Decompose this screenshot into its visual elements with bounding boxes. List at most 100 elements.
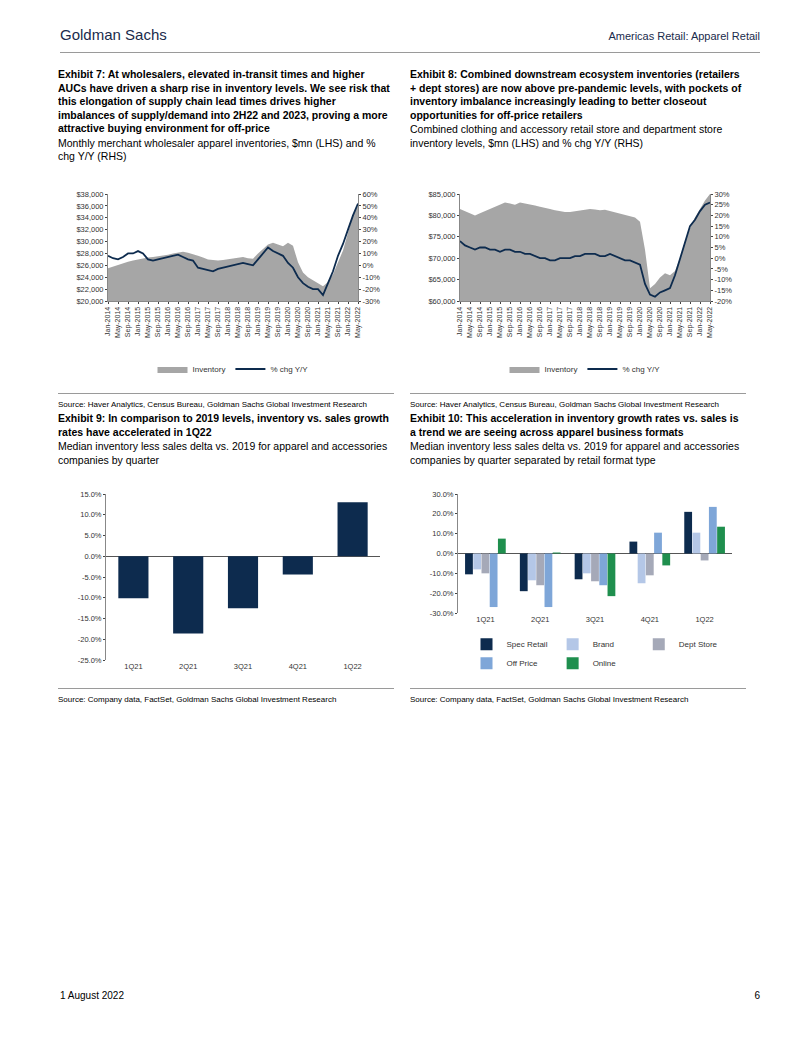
svg-text:% chg Y/Y: % chg Y/Y <box>270 365 308 374</box>
svg-text:May-2016: May-2016 <box>174 307 182 338</box>
svg-text:-5%: -5% <box>715 265 729 274</box>
svg-text:May-2020: May-2020 <box>646 307 654 338</box>
svg-text:3Q21: 3Q21 <box>234 662 252 671</box>
svg-text:3Q21: 3Q21 <box>586 615 604 624</box>
svg-text:Jan-2022: Jan-2022 <box>344 307 351 336</box>
svg-text:Sep-2016: Sep-2016 <box>536 307 544 337</box>
svg-text:May-2022: May-2022 <box>354 307 362 338</box>
svg-text:Online: Online <box>593 659 617 668</box>
svg-text:0.0%: 0.0% <box>84 552 101 561</box>
svg-text:-15%: -15% <box>715 286 733 295</box>
svg-text:-5.0%: -5.0% <box>82 573 102 582</box>
svg-text:-10%: -10% <box>715 275 733 284</box>
svg-text:50%: 50% <box>363 202 378 211</box>
svg-text:May-2017: May-2017 <box>204 307 212 338</box>
svg-text:May-2014: May-2014 <box>114 307 122 338</box>
svg-text:Sep-2021: Sep-2021 <box>686 307 694 337</box>
svg-text:20%: 20% <box>363 237 378 246</box>
svg-text:Dept Store: Dept Store <box>679 640 718 649</box>
svg-text:Sep-2019: Sep-2019 <box>626 307 634 337</box>
svg-text:Sep-2014: Sep-2014 <box>124 307 132 337</box>
svg-text:$80,000: $80,000 <box>428 211 455 220</box>
svg-text:Inventory: Inventory <box>545 365 578 374</box>
svg-text:15.0%: 15.0% <box>80 490 102 499</box>
svg-text:4Q21: 4Q21 <box>641 615 659 624</box>
svg-text:Brand: Brand <box>593 640 614 649</box>
svg-text:$30,000: $30,000 <box>76 237 103 246</box>
svg-text:-15.0%: -15.0% <box>78 614 102 623</box>
svg-text:Off Price: Off Price <box>507 659 539 668</box>
svg-text:Jan-2020: Jan-2020 <box>284 307 291 336</box>
svg-text:5%: 5% <box>715 243 726 252</box>
svg-text:$38,000: $38,000 <box>76 190 103 199</box>
svg-text:$34,000: $34,000 <box>76 213 103 222</box>
svg-text:Sep-2016: Sep-2016 <box>184 307 192 337</box>
svg-text:-20.0%: -20.0% <box>430 589 454 598</box>
svg-text:4Q21: 4Q21 <box>289 662 307 671</box>
svg-text:-20%: -20% <box>715 297 733 306</box>
svg-text:May-2015: May-2015 <box>496 307 504 338</box>
svg-text:$26,000: $26,000 <box>76 261 103 270</box>
svg-text:May-2020: May-2020 <box>294 307 302 338</box>
svg-text:Sep-2020: Sep-2020 <box>656 307 664 337</box>
svg-text:1Q22: 1Q22 <box>695 615 713 624</box>
svg-text:5.0%: 5.0% <box>84 531 101 540</box>
svg-text:Jan-2022: Jan-2022 <box>696 307 703 336</box>
svg-text:1Q22: 1Q22 <box>343 662 361 671</box>
svg-text:0.0%: 0.0% <box>436 549 453 558</box>
svg-text:Jan-2019: Jan-2019 <box>254 307 261 336</box>
svg-text:Jan-2019: Jan-2019 <box>606 307 613 336</box>
svg-text:Sep-2014: Sep-2014 <box>476 307 484 337</box>
svg-text:10.0%: 10.0% <box>80 510 102 519</box>
svg-text:Sep-2018: Sep-2018 <box>596 307 604 337</box>
svg-text:0%: 0% <box>363 261 374 270</box>
svg-text:$70,000: $70,000 <box>428 254 455 263</box>
svg-text:-30.0%: -30.0% <box>430 609 454 618</box>
svg-text:Sep-2017: Sep-2017 <box>214 307 222 337</box>
svg-text:1Q21: 1Q21 <box>476 615 494 624</box>
svg-text:Jan-2015: Jan-2015 <box>486 307 493 336</box>
svg-text:$75,000: $75,000 <box>428 232 455 241</box>
svg-text:May-2021: May-2021 <box>324 307 332 338</box>
svg-text:May-2018: May-2018 <box>234 307 242 338</box>
svg-text:May-2021: May-2021 <box>676 307 684 338</box>
svg-text:May-2017: May-2017 <box>556 307 564 338</box>
svg-text:$28,000: $28,000 <box>76 249 103 258</box>
svg-text:Jan-2017: Jan-2017 <box>546 307 553 336</box>
svg-text:$20,000: $20,000 <box>76 297 103 306</box>
svg-text:40%: 40% <box>363 213 378 222</box>
svg-text:$60,000: $60,000 <box>428 297 455 306</box>
svg-text:May-2019: May-2019 <box>264 307 272 338</box>
svg-text:Sep-2015: Sep-2015 <box>506 307 514 337</box>
svg-text:Jan-2016: Jan-2016 <box>516 307 523 336</box>
svg-text:Sep-2020: Sep-2020 <box>304 307 312 337</box>
svg-text:Jan-2017: Jan-2017 <box>194 307 201 336</box>
svg-text:-10%: -10% <box>363 273 381 282</box>
svg-text:1Q21: 1Q21 <box>124 662 142 671</box>
svg-text:20%: 20% <box>715 211 730 220</box>
svg-text:May-2016: May-2016 <box>526 307 534 338</box>
svg-text:-25.0%: -25.0% <box>78 656 102 665</box>
svg-text:% chg Y/Y: % chg Y/Y <box>622 365 660 374</box>
svg-text:$32,000: $32,000 <box>76 225 103 234</box>
svg-text:10%: 10% <box>363 249 378 258</box>
svg-text:15%: 15% <box>715 222 730 231</box>
svg-text:-10.0%: -10.0% <box>78 593 102 602</box>
svg-text:May-2015: May-2015 <box>144 307 152 338</box>
svg-text:30.0%: 30.0% <box>432 490 454 499</box>
svg-text:May-2019: May-2019 <box>616 307 624 338</box>
svg-text:30%: 30% <box>715 190 730 199</box>
svg-text:Jan-2018: Jan-2018 <box>576 307 583 336</box>
svg-text:2Q21: 2Q21 <box>531 615 549 624</box>
svg-text:2Q21: 2Q21 <box>179 662 197 671</box>
svg-text:Jan-2020: Jan-2020 <box>636 307 643 336</box>
svg-text:May-2018: May-2018 <box>586 307 594 338</box>
svg-text:-10.0%: -10.0% <box>430 569 454 578</box>
svg-text:Jan-2021: Jan-2021 <box>314 307 321 336</box>
svg-text:-20%: -20% <box>363 285 381 294</box>
svg-text:$85,000: $85,000 <box>428 190 455 199</box>
svg-text:Sep-2019: Sep-2019 <box>274 307 282 337</box>
svg-text:Inventory: Inventory <box>193 365 226 374</box>
svg-text:Sep-2021: Sep-2021 <box>334 307 342 337</box>
svg-text:Spec Retail: Spec Retail <box>507 640 548 649</box>
